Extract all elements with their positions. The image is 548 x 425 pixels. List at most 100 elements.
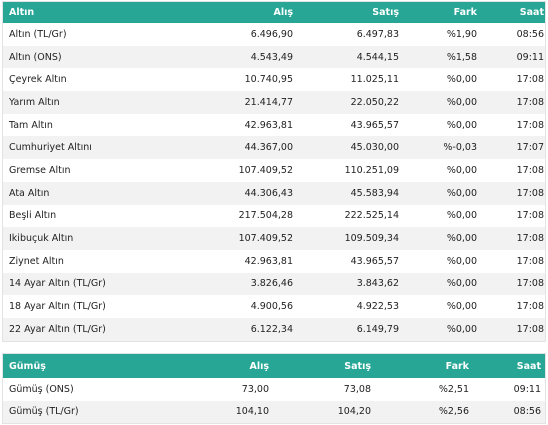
buy-price: 10.740,95 — [244, 74, 293, 86]
update-time: 17:08 — [516, 96, 544, 108]
table-row[interactable]: Cumhuriyet Altını 44.367,00 45.030,00 %-0,0… — [3, 136, 545, 160]
sell-price: 43.965,57 — [350, 255, 399, 267]
gold-table-body: Altın (TL/Gr) 6.496,90 6.497,83 %1,90 08:56 A… — [3, 23, 545, 341]
change-percent: %0,00 — [446, 164, 477, 176]
table-row[interactable]: 18 Ayar Altın (TL/Gr) 4.900,56 4.922,53 %0,… — [3, 295, 545, 318]
instrument-name: Yarım Altın — [9, 96, 60, 108]
buy-price: 4.543,49 — [250, 51, 293, 63]
instrument-name: 22 Ayar Altın (TL/Gr) — [9, 323, 106, 335]
instrument-name: İkibuçuk Altın — [9, 233, 74, 245]
update-time: 17:08 — [516, 119, 544, 131]
header-sell: Satış — [344, 360, 371, 372]
sell-price: 73,08 — [343, 383, 371, 395]
buy-price: 4.900,56 — [250, 301, 293, 313]
table-row[interactable]: Gümüş (TL/Gr) 104,10 104,20 %2,56 08:56 — [3, 400, 545, 423]
instrument-name: Çeyrek Altın — [9, 74, 67, 86]
update-time: 08:56 — [513, 406, 541, 418]
sell-price: 4.922,53 — [356, 301, 399, 313]
buy-price: 21.414,77 — [244, 96, 293, 108]
table-row[interactable]: 14 Ayar Altın (TL/Gr) 3.826,46 3.843,62 %0,… — [3, 272, 545, 296]
sell-price: 6.497,83 — [356, 28, 399, 40]
change-percent: %-0,03 — [443, 142, 477, 154]
sell-price: 43.965,57 — [350, 119, 399, 131]
change-percent: %0,00 — [446, 210, 477, 222]
header-change: Fark — [445, 360, 469, 372]
instrument-name: 14 Ayar Altın (TL/Gr) — [9, 278, 106, 290]
update-time: 17:07 — [516, 142, 544, 154]
instrument-name: Gümüş (TL/Gr) — [9, 406, 79, 418]
change-percent: %2,51 — [438, 383, 469, 395]
table-row[interactable]: Tam Altın 42.963,81 43.965,57 %0,00 17:08 — [3, 113, 545, 137]
change-percent: %1,90 — [446, 28, 477, 40]
change-percent: %0,00 — [446, 96, 477, 108]
table-row[interactable]: Ziynet Altın 42.963,81 43.965,57 %0,00 17:08 — [3, 249, 545, 273]
update-time: 17:08 — [516, 233, 544, 245]
sell-price: 3.843,62 — [356, 278, 399, 290]
instrument-name: Cumhuriyet Altını — [9, 142, 92, 154]
silver-table-header: Gümüş Alış Satış Fark Saat — [3, 354, 545, 378]
update-time: 17:08 — [516, 210, 544, 222]
gold-prices-table: Altın Alış Satış Fark Saat Altın (TL/Gr)… — [2, 1, 546, 342]
buy-price: 3.826,46 — [250, 278, 293, 290]
buy-price: 6.122,34 — [250, 323, 293, 335]
instrument-name: Gümüş (ONS) — [9, 383, 74, 395]
header-time: Saat — [519, 7, 544, 18]
sell-price: 110.251,09 — [344, 164, 399, 176]
table-row[interactable]: Ata Altın 44.306,43 45.583,94 %0,00 17:08 — [3, 181, 545, 205]
instrument-name: 18 Ayar Altın (TL/Gr) — [9, 301, 106, 313]
header-name: Gümüş — [9, 360, 46, 372]
sell-price: 22.050,22 — [350, 96, 399, 108]
buy-price: 107.409,52 — [238, 164, 293, 176]
update-time: 09:11 — [516, 51, 544, 63]
update-time: 09:11 — [513, 383, 541, 395]
sell-price: 45.583,94 — [350, 187, 399, 199]
update-time: 17:08 — [516, 164, 544, 176]
buy-price: 44.367,00 — [244, 142, 293, 154]
table-row[interactable]: Çeyrek Altın 10.740,95 11.025,11 %0,00 17:08 — [3, 68, 545, 92]
change-percent: %2,56 — [438, 406, 469, 418]
table-row[interactable]: 22 Ayar Altın (TL/Gr) 6.122,34 6.149,79 %0,… — [3, 317, 545, 341]
update-time: 17:08 — [516, 278, 544, 290]
header-time: Saat — [516, 360, 541, 372]
instrument-name: Gremse Altın — [9, 164, 71, 176]
table-row[interactable]: İkibuçuk Altın 107.409,52 109.509,34 %0,00 1… — [3, 227, 545, 250]
header-change: Fark — [453, 7, 477, 18]
update-time: 17:08 — [516, 301, 544, 313]
table-row[interactable]: Altın (ONS) 4.543,49 4.544,15 %1,58 09:11 — [3, 45, 545, 69]
instrument-name: Tam Altın — [9, 119, 53, 131]
change-percent: %0,00 — [446, 119, 477, 131]
instrument-name: Beşli Altın — [9, 210, 57, 222]
table-row[interactable]: Beşli Altın 217.504,28 222.525,14 %0,00 17:0… — [3, 204, 545, 228]
buy-price: 107.409,52 — [238, 233, 293, 245]
header-name: Altın — [9, 7, 35, 18]
instrument-name: Altın (TL/Gr) — [9, 28, 67, 40]
update-time: 17:08 — [516, 187, 544, 199]
instrument-name: Ata Altın — [9, 187, 50, 199]
sell-price: 104,20 — [337, 406, 371, 418]
table-row[interactable]: Yarım Altın 21.414,77 22.050,22 %0,00 17:08 — [3, 91, 545, 114]
sell-price: 11.025,11 — [350, 74, 399, 86]
instrument-name: Ziynet Altın — [9, 255, 64, 267]
buy-price: 73,00 — [241, 383, 269, 395]
buy-price: 42.963,81 — [244, 119, 293, 131]
sell-price: 222.525,14 — [344, 210, 399, 222]
header-buy: Alış — [249, 360, 269, 372]
change-percent: %1,58 — [446, 51, 477, 63]
buy-price: 44.306,43 — [244, 187, 293, 199]
sell-price: 6.149,79 — [356, 323, 399, 335]
sell-price: 4.544,15 — [356, 51, 399, 63]
change-percent: %0,00 — [446, 278, 477, 290]
table-row[interactable]: Gümüş (ONS) 73,00 73,08 %2,51 09:11 — [3, 378, 545, 401]
table-row[interactable]: Gremse Altın 107.409,52 110.251,09 %0,00 17:… — [3, 159, 545, 182]
buy-price: 104,10 — [235, 406, 269, 418]
buy-price: 6.496,90 — [250, 28, 293, 40]
change-percent: %0,00 — [446, 323, 477, 335]
header-sell: Satış — [372, 7, 399, 18]
change-percent: %0,00 — [446, 301, 477, 313]
update-time: 17:08 — [516, 323, 544, 335]
change-percent: %0,00 — [446, 233, 477, 245]
header-buy: Alış — [273, 7, 293, 18]
buy-price: 42.963,81 — [244, 255, 293, 267]
change-percent: %0,00 — [446, 74, 477, 86]
table-row[interactable]: Altın (TL/Gr) 6.496,90 6.497,83 %1,90 08:56 — [3, 23, 545, 46]
